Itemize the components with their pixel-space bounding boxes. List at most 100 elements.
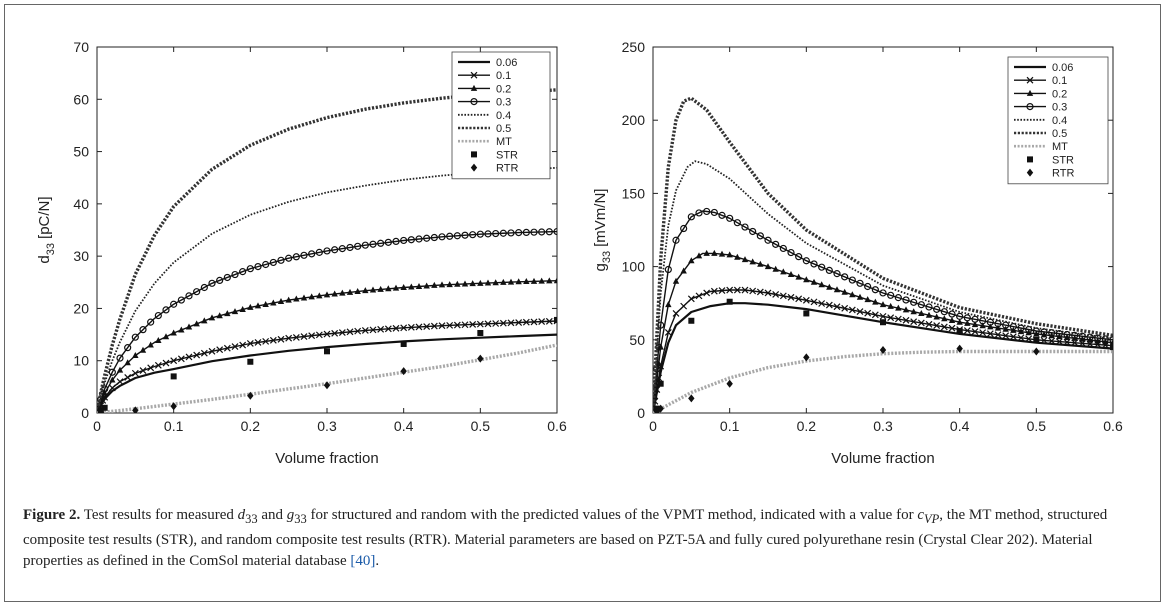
chart2-series-0-2-marker — [672, 277, 680, 284]
chart1-series-0-1-marker — [461, 321, 469, 329]
chart2-ytick-label: 50 — [629, 332, 645, 348]
chart1-series-0-2-marker — [392, 284, 400, 291]
chart1-series-0-2-marker — [201, 317, 208, 324]
chart1-series-0-3-marker — [361, 241, 369, 249]
chart2-legend-entry-0-4-label: 0.4 — [1052, 115, 1067, 127]
chart2-series-0-1-marker — [1063, 338, 1071, 346]
chart1-series-0-2-marker — [469, 280, 476, 287]
chart1-series-0-2-marker — [224, 310, 231, 317]
chart2-series-0-3-line — [653, 210, 1113, 413]
chart1-ytick-label: 70 — [73, 39, 89, 55]
chart1-series-0-2-marker — [270, 299, 277, 306]
chart1-series-0-2-marker — [400, 284, 407, 291]
chart1-series-0-1-marker — [177, 355, 185, 363]
chart1-series-0-1-marker — [338, 329, 346, 337]
chart2-series-0-3-marker — [1063, 330, 1071, 339]
chart2-series-0-2-marker — [979, 322, 986, 329]
chart1-series-0-3-marker — [453, 232, 461, 240]
chart2-legend-entry-0-2-label: 0.2 — [1052, 88, 1067, 100]
chart1-ytick-label: 50 — [73, 144, 89, 160]
chart1-series-0-2-marker — [139, 346, 147, 353]
chart2-series-0-1-marker — [1040, 336, 1048, 344]
chart1-series-0-2-marker — [162, 333, 170, 340]
chart2-legend-entry-0-3-label: 0.3 — [1052, 102, 1067, 114]
chart2-legend-entry-0-5-label: 0.5 — [1052, 128, 1067, 140]
chart1-series-0-1-marker — [262, 337, 270, 345]
chart1-legend-entry-rtr-label: RTR — [496, 163, 518, 175]
chart2-series-0-1-marker — [894, 315, 902, 323]
chart2-series-0-1-marker — [902, 316, 910, 324]
chart1-series-0-3-marker — [162, 306, 170, 314]
chart2-series-0-3-marker — [726, 214, 734, 222]
chart2-series-0-3-marker — [833, 270, 841, 278]
chart2-legend-entry-str-label: STR — [1052, 154, 1074, 166]
chart2-series-0-2-marker — [718, 250, 726, 257]
chart1-xtick-label: 0.1 — [164, 418, 184, 434]
chart1-series-0-2-marker — [546, 277, 553, 284]
chart2-series-0-3-marker — [772, 240, 780, 248]
chart1-series-0-3-marker — [515, 229, 523, 237]
chart2-series-0-2-marker — [787, 271, 795, 278]
chart1-series-0-1-marker — [269, 336, 277, 344]
chart1-series-0-1-marker — [369, 326, 377, 334]
chart1-series-str-point — [400, 340, 407, 347]
chart2-ytick-label: 0 — [637, 405, 645, 421]
chart1-legend-entry-0-3-swatch-marker — [470, 97, 478, 106]
chart2-series-0-3-marker — [695, 209, 703, 217]
chart1-legend-entry-0-1-swatch-marker — [470, 71, 478, 79]
chart1-series-0-1-marker — [484, 320, 492, 328]
chart1-series-0-1-marker — [476, 320, 484, 328]
chart2-series-0-3-marker — [802, 257, 810, 265]
chart1-series-0-2-marker — [408, 283, 415, 290]
chart2-series-0-3-marker — [825, 266, 833, 275]
chart2-series-0-2-marker — [879, 301, 887, 308]
chart1-series-0-2-marker — [300, 294, 308, 301]
chart1-series-0-3-marker — [484, 230, 492, 238]
chart1-series-0-3-marker — [492, 229, 500, 238]
chart1-legend-entry-0-4-label: 0.4 — [496, 110, 511, 122]
chart1-series-0-3-marker — [308, 250, 316, 258]
chart2-series-0-3-marker — [933, 305, 941, 313]
chart1-legend-entry-0-2-label: 0.2 — [496, 83, 511, 95]
chart1-series-0-1-marker — [415, 323, 423, 331]
reference-link[interactable]: [40] — [350, 553, 376, 569]
chart1-series-0-2-marker — [484, 279, 492, 286]
chart2-series-0-2-marker — [956, 318, 963, 325]
chart1-series-str-point — [324, 348, 330, 355]
chart1-series-0-1-marker — [492, 320, 500, 327]
chart2-series-0-2-marker — [749, 258, 756, 265]
chart1-series-0-2-marker — [170, 329, 177, 336]
chart2-series-0-1-marker — [818, 300, 826, 307]
chart2-series-0-1-marker — [749, 287, 757, 295]
chart2-series-0-2-marker — [734, 253, 741, 260]
chart1-series-0-2-marker — [124, 359, 131, 366]
chart2-series-0-3-marker — [764, 236, 772, 244]
chart2-series-0-1-marker — [986, 330, 994, 338]
chart1-series-0-2-marker — [553, 277, 557, 284]
chart2-series-str-point — [726, 298, 733, 305]
chart2-series-0-2-marker — [803, 276, 810, 283]
chart2-series-0-3-marker — [672, 236, 680, 244]
chart1-series-0-1-marker — [193, 351, 201, 359]
chart2-series-0-1-marker — [680, 302, 688, 310]
chart2-series-0-3-marker — [940, 308, 948, 316]
chart1-series-0-1-marker — [277, 335, 285, 343]
chart-d33: 0 0.1 0.2 0.3 0.4 0.5 0.6010203040506070Volume… — [36, 39, 567, 467]
chart2-series-0-1-marker — [741, 286, 749, 294]
chart2-series-0-3-marker — [902, 296, 910, 304]
chart2-series-0-3-marker — [979, 317, 987, 325]
chart1-series-0-2-marker — [461, 280, 469, 287]
chart2-legend-entry-0-2-swatch-marker — [1026, 89, 1034, 96]
chart1-series-0-2-marker — [185, 323, 193, 330]
chart1-series-0-1-marker — [499, 319, 507, 327]
chart2-series-str-point — [1110, 344, 1113, 351]
chart1-series-0-1-marker — [124, 374, 132, 381]
chart1-series-0-1-marker — [239, 341, 247, 349]
chart1-series-0-3-marker — [331, 246, 339, 254]
chart1-series-0-3-marker — [262, 260, 270, 269]
chart1-series-0-1-marker — [469, 321, 477, 328]
chart2-series-0-2-marker — [826, 283, 833, 290]
chart1-series-0-3-marker — [530, 228, 538, 236]
chart2-series-0-4-line — [653, 160, 1113, 413]
